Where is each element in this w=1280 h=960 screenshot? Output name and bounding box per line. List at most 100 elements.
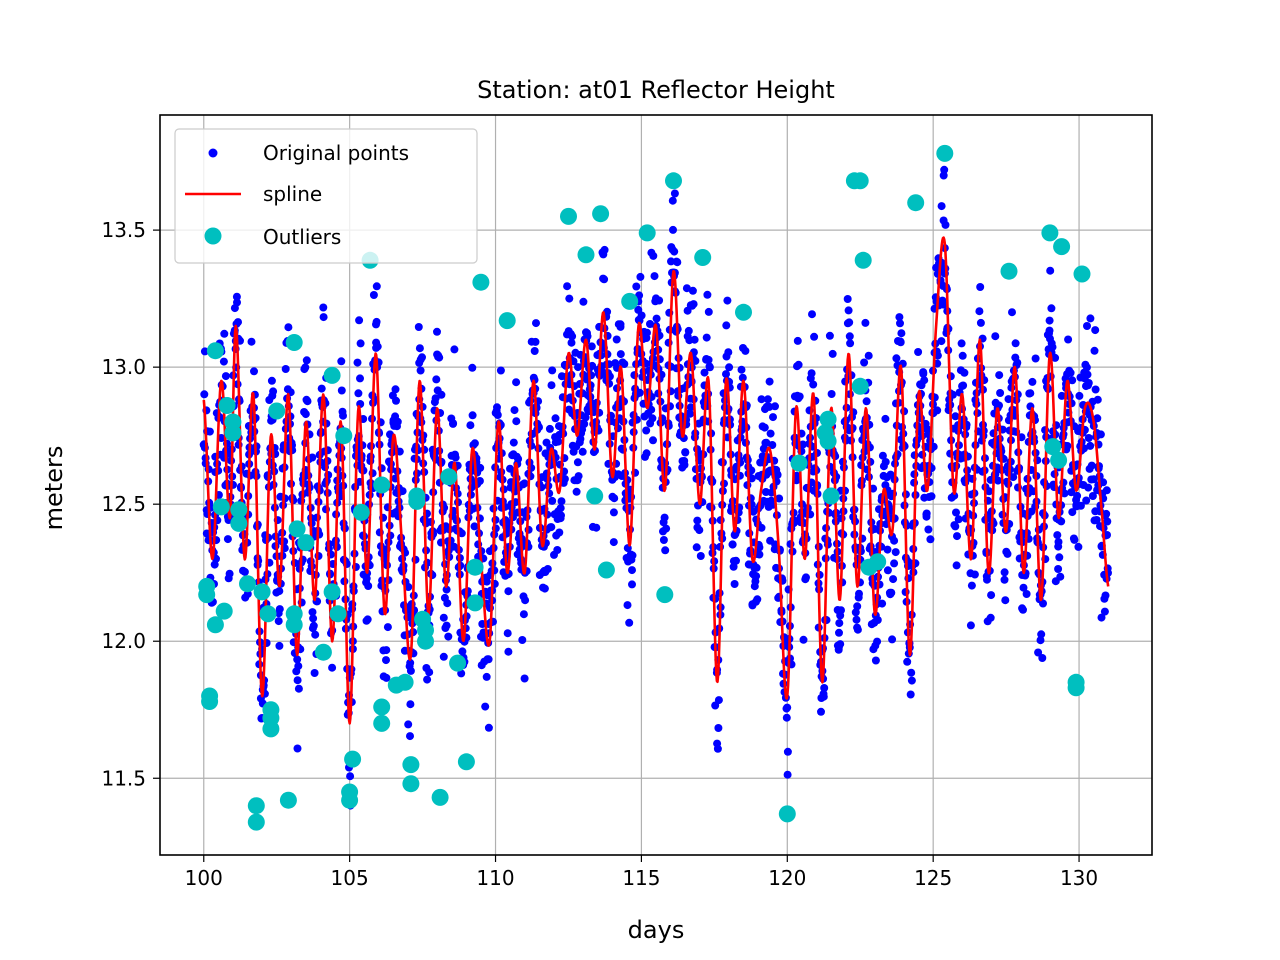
- outlier-point: [936, 144, 954, 162]
- outlier-point: [560, 207, 577, 225]
- original-point: [356, 339, 365, 348]
- original-point: [580, 420, 589, 428]
- outlier-point: [1053, 238, 1071, 256]
- original-point: [843, 295, 852, 303]
- outlier-point: [907, 194, 925, 212]
- original-point: [531, 337, 540, 346]
- y-axis-label: meters: [40, 446, 68, 531]
- original-point: [887, 588, 896, 597]
- original-point: [926, 535, 935, 544]
- original-point: [907, 676, 916, 685]
- original-point: [293, 744, 302, 753]
- original-point: [530, 347, 539, 355]
- original-point: [415, 344, 424, 353]
- outlier-point: [735, 303, 752, 321]
- outlier-point: [341, 791, 359, 809]
- original-point: [219, 357, 228, 366]
- original-point: [696, 552, 705, 560]
- x-tick-label: 125: [914, 866, 952, 890]
- original-point: [1084, 379, 1093, 387]
- original-point: [703, 290, 712, 299]
- original-point: [416, 366, 425, 375]
- original-point: [1076, 501, 1085, 510]
- outlier-point: [253, 583, 271, 601]
- outlier-point: [638, 224, 656, 242]
- original-point: [221, 372, 230, 381]
- original-point: [729, 562, 738, 571]
- original-point: [755, 543, 764, 552]
- original-point: [798, 440, 807, 449]
- original-point: [1064, 335, 1073, 344]
- original-point: [392, 396, 400, 405]
- original-point: [747, 474, 756, 483]
- original-point: [741, 346, 750, 355]
- original-point: [616, 320, 625, 329]
- original-point: [353, 358, 362, 367]
- original-point: [941, 220, 950, 229]
- legend-box: [174, 128, 478, 264]
- outlier-point: [230, 514, 248, 532]
- original-point: [406, 666, 415, 675]
- original-point: [873, 616, 882, 624]
- outlier-point: [224, 424, 242, 442]
- original-point: [1056, 572, 1065, 581]
- original-point: [557, 511, 565, 520]
- original-point: [337, 386, 346, 395]
- original-point: [976, 283, 985, 291]
- original-point: [693, 516, 702, 525]
- original-point: [418, 353, 426, 362]
- original-point: [662, 524, 671, 533]
- original-point: [853, 625, 862, 634]
- original-point: [766, 429, 775, 438]
- original-point: [828, 349, 837, 358]
- legend-original-points-label: Original points: [263, 141, 409, 165]
- original-point: [442, 621, 451, 630]
- original-point: [372, 317, 381, 326]
- original-point: [220, 329, 229, 338]
- outlier-point: [1073, 265, 1091, 283]
- original-point: [337, 357, 346, 366]
- original-point: [927, 492, 936, 501]
- original-point: [845, 332, 854, 341]
- original-point: [609, 538, 618, 547]
- original-point: [532, 319, 540, 328]
- original-point: [819, 692, 828, 701]
- original-point: [724, 348, 733, 357]
- y-tick-label: 11.5: [101, 766, 146, 790]
- original-point: [565, 294, 574, 303]
- outlier-point: [597, 561, 615, 579]
- original-point: [1103, 517, 1112, 526]
- x-tick-label: 110: [476, 866, 514, 890]
- original-point: [1051, 353, 1060, 362]
- original-point: [892, 354, 901, 363]
- original-point: [920, 376, 929, 385]
- original-point: [481, 702, 490, 711]
- original-point: [995, 371, 1004, 380]
- original-point: [572, 487, 581, 496]
- original-point: [600, 275, 609, 284]
- original-point: [1070, 535, 1079, 544]
- original-point: [1039, 599, 1047, 608]
- original-point: [844, 306, 853, 315]
- original-point: [643, 328, 651, 337]
- original-point: [952, 561, 961, 570]
- original-point: [1102, 509, 1111, 518]
- original-point: [267, 376, 276, 385]
- original-point: [1099, 478, 1108, 487]
- original-point: [281, 365, 290, 373]
- outlier-point: [198, 586, 216, 604]
- original-point: [860, 358, 869, 367]
- outlier-point: [457, 753, 475, 771]
- original-point: [382, 656, 390, 665]
- original-point: [763, 395, 772, 404]
- original-point: [775, 494, 784, 503]
- original-point: [382, 673, 391, 682]
- outlier-point: [247, 797, 265, 815]
- y-tick-label: 13.0: [101, 355, 146, 379]
- original-point: [1086, 441, 1095, 450]
- original-point: [555, 528, 564, 537]
- original-point: [771, 402, 779, 411]
- original-point: [1057, 391, 1066, 400]
- original-point: [1037, 630, 1046, 639]
